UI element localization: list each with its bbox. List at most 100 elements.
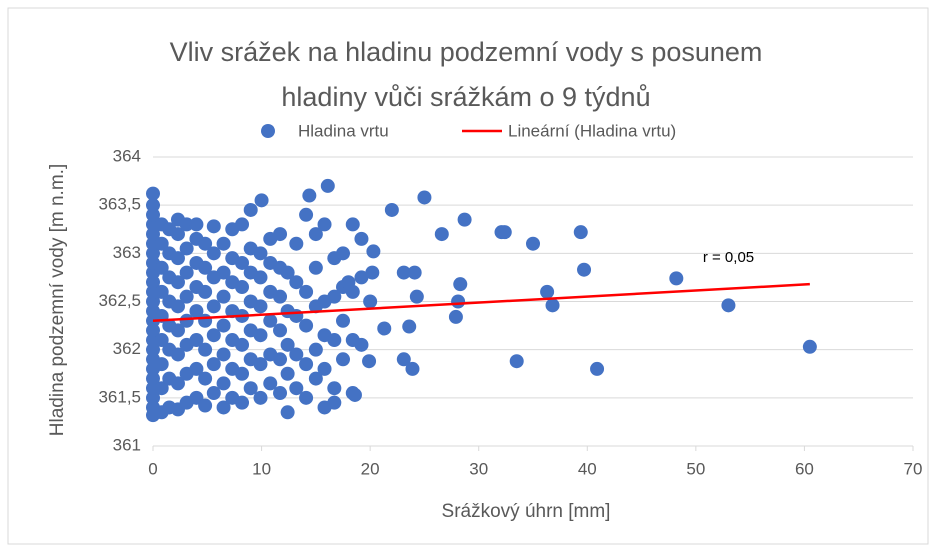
- scatter-point: [243, 381, 258, 396]
- scatter-point: [299, 318, 314, 333]
- scatter-point: [235, 255, 250, 270]
- scatter-point: [273, 323, 288, 338]
- scatter-point: [253, 299, 268, 314]
- legend-label: Hladina vrtu: [298, 121, 389, 140]
- scatter-point: [336, 246, 350, 261]
- legend-label: Lineární (Hladina vrtu): [508, 121, 676, 140]
- scatter-point: [146, 294, 160, 309]
- scatter-point: [216, 318, 231, 333]
- scatter-point: [327, 289, 342, 304]
- scatter-point: [216, 376, 231, 391]
- x-tick-label: 20: [361, 459, 380, 478]
- scatter-point: [170, 251, 185, 266]
- scatter-point: [669, 271, 684, 286]
- scatter-point: [573, 225, 588, 240]
- x-tick-label: 10: [252, 459, 271, 478]
- scatter-point: [497, 225, 512, 240]
- scatter-point: [170, 275, 185, 290]
- scatter-point: [302, 188, 317, 203]
- scatter-point: [590, 361, 605, 376]
- scatter-point: [273, 289, 288, 304]
- scatter-point: [417, 190, 432, 205]
- scatter-point: [299, 284, 314, 299]
- scatter-point: [396, 265, 411, 280]
- scatter-point: [254, 193, 269, 208]
- scatter-point: [347, 387, 362, 402]
- scatter-point: [280, 337, 295, 352]
- scatter-point: [154, 284, 169, 299]
- scatter-point: [354, 337, 369, 352]
- scatter-point: [384, 202, 399, 217]
- scatter-point: [170, 376, 185, 391]
- scatter-point: [179, 289, 194, 304]
- scatter-point: [198, 236, 213, 251]
- scatter-point: [308, 371, 323, 386]
- x-tick-label: 40: [578, 459, 597, 478]
- scatter-point: [146, 390, 160, 405]
- scatter-point: [216, 347, 231, 362]
- scatter-point: [299, 207, 314, 222]
- scatter-point: [170, 299, 185, 314]
- scatter-point: [243, 202, 258, 217]
- scatter-point: [146, 227, 160, 242]
- scatter-point: [327, 381, 342, 396]
- scatter-point: [146, 275, 160, 290]
- scatter-point: [235, 217, 250, 232]
- scatter-point: [354, 231, 369, 246]
- x-tick-label: 30: [469, 459, 488, 478]
- chart-frame: [7, 7, 929, 545]
- scatter-point: [308, 227, 323, 242]
- scatter-point: [405, 361, 420, 376]
- scatter-point: [317, 217, 332, 232]
- scatter-point: [206, 328, 221, 343]
- scatter-point: [345, 217, 360, 232]
- scatter-point: [509, 354, 524, 369]
- scatter-point: [320, 178, 335, 193]
- scatter-point: [253, 246, 268, 261]
- scatter-point: [289, 381, 304, 396]
- scatter-point: [154, 333, 169, 348]
- scatter-point: [189, 217, 204, 232]
- scatter-point: [206, 357, 221, 372]
- x-tick-label: 70: [904, 459, 923, 478]
- scatter-point: [170, 323, 185, 338]
- y-tick-label: 361: [113, 435, 141, 454]
- scatter-point: [253, 328, 268, 343]
- scatter-point: [154, 260, 169, 275]
- scatter-point: [206, 219, 221, 234]
- scatter-point: [170, 347, 185, 362]
- scatter-point: [146, 198, 160, 213]
- trend-line: [152, 282, 810, 323]
- scatter-point: [154, 236, 169, 251]
- scatter-point: [396, 352, 411, 367]
- scatter-point: [235, 366, 250, 381]
- y-tick-label: 364: [113, 146, 141, 165]
- scatter-point: [280, 366, 295, 381]
- legend-marker: [261, 124, 275, 138]
- scatter-point: [198, 284, 213, 299]
- scatter-point: [154, 381, 169, 396]
- scatter-point: [146, 342, 160, 357]
- scatter-point: [216, 289, 231, 304]
- scatter-point: [146, 207, 160, 222]
- scatter-point: [179, 265, 194, 280]
- annotation: r = 0,05: [703, 249, 754, 266]
- scatter-point: [407, 265, 422, 280]
- scatter-point: [448, 309, 463, 324]
- x-tick-label: 50: [686, 459, 705, 478]
- scatter-point: [146, 371, 160, 386]
- scatter-point: [453, 277, 468, 292]
- scatter-point: [377, 321, 392, 336]
- scatter-point: [146, 323, 160, 338]
- scatter-point: [170, 227, 185, 242]
- scatter-point: [253, 390, 268, 405]
- scatter-point: [336, 313, 350, 328]
- scatter-point: [206, 299, 221, 314]
- scatter-point: [366, 244, 381, 259]
- scatter-point: [341, 275, 356, 290]
- scatter-point: [273, 386, 288, 401]
- scatter-point: [216, 265, 231, 280]
- scatter-point: [526, 236, 540, 251]
- y-tick-label: 363,5: [98, 195, 141, 214]
- scatter-point: [154, 357, 169, 372]
